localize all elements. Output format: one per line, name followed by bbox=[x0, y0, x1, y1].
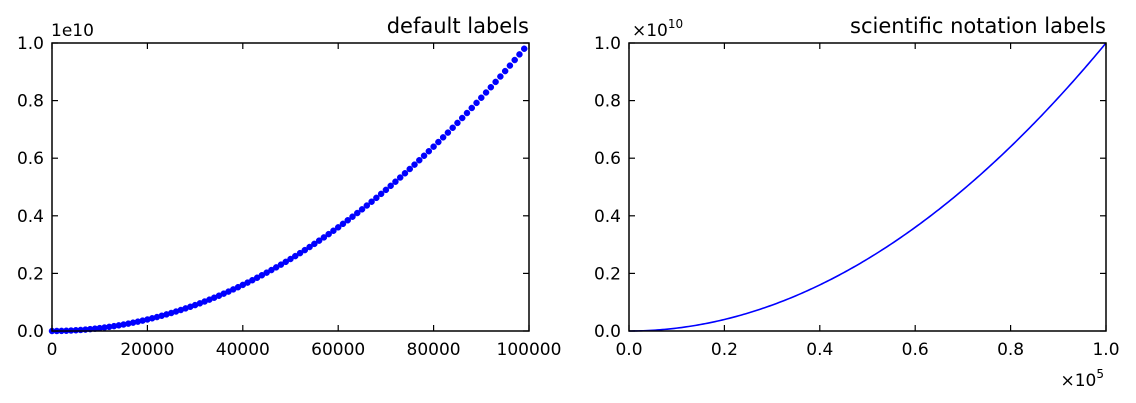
data-point bbox=[458, 114, 466, 122]
data-point bbox=[463, 109, 471, 117]
data-point bbox=[320, 234, 328, 241]
x-tick-label: 80000 bbox=[407, 340, 461, 360]
left-ticks: 0 20000 40000 60000 80000 100000 0.0 0.2 0.4 0.6 0… bbox=[17, 34, 562, 360]
y-tick-label: 1.0 bbox=[594, 34, 621, 54]
data-point bbox=[368, 198, 375, 205]
y-tick-label: 1.0 bbox=[17, 34, 44, 54]
chart-scientific-labels: scientific notation labels ×1010 ×105 0.… bbox=[594, 14, 1120, 391]
data-point bbox=[315, 237, 323, 244]
y-tick-label: 0.6 bbox=[594, 149, 621, 169]
data-point bbox=[473, 99, 480, 107]
y-tick-label: 0.6 bbox=[17, 149, 44, 169]
y-tick-label: 0.8 bbox=[17, 92, 44, 112]
data-point bbox=[520, 45, 528, 52]
data-point bbox=[501, 67, 509, 75]
data-point bbox=[482, 89, 490, 96]
x-offset-base: ×10 bbox=[1060, 371, 1096, 391]
data-point bbox=[392, 178, 399, 185]
data-point bbox=[506, 62, 514, 69]
data-point bbox=[330, 227, 337, 234]
data-point bbox=[516, 51, 523, 58]
data-point bbox=[430, 143, 437, 150]
data-point bbox=[401, 170, 409, 177]
data-point bbox=[363, 202, 371, 209]
x-offset-exponent: 5 bbox=[1096, 367, 1104, 381]
data-point bbox=[301, 246, 309, 254]
x-offset-label: ×105 bbox=[1060, 367, 1104, 391]
data-point bbox=[468, 104, 476, 112]
y-tick-label: 0.2 bbox=[17, 264, 44, 284]
data-point bbox=[358, 206, 366, 213]
x-tick-label: 1.0 bbox=[1092, 340, 1119, 360]
x-tick-label: 20000 bbox=[120, 340, 174, 360]
x-tick-label: 0.2 bbox=[711, 340, 738, 360]
data-point bbox=[406, 165, 413, 173]
y-tick-label: 0.0 bbox=[594, 322, 621, 342]
data-point bbox=[339, 220, 347, 228]
data-point bbox=[287, 255, 294, 263]
data-point bbox=[435, 138, 442, 146]
data-point bbox=[396, 174, 404, 181]
y-offset-base: ×10 bbox=[632, 21, 668, 41]
chart-title: scientific notation labels bbox=[850, 14, 1106, 38]
data-point bbox=[382, 186, 390, 194]
x-tick-label: 0 bbox=[47, 340, 58, 360]
data-point bbox=[387, 182, 394, 190]
y-offset-label: 1e10 bbox=[51, 21, 94, 41]
right-ticks: 0.0 0.2 0.4 0.6 0.8 1.0 0.0 0.2 0.4 0.6 0.8 1.0 bbox=[594, 34, 1120, 360]
data-point bbox=[373, 194, 380, 202]
x-tick-label: 40000 bbox=[216, 340, 270, 360]
data-point bbox=[425, 148, 433, 155]
x-tick-label: 0.4 bbox=[806, 340, 833, 360]
data-point bbox=[325, 230, 332, 238]
data-point bbox=[444, 129, 452, 136]
data-point bbox=[292, 252, 299, 260]
data-point bbox=[272, 264, 280, 271]
data-point bbox=[296, 249, 304, 257]
data-point bbox=[334, 224, 342, 231]
right-marks bbox=[628, 42, 1107, 332]
data-point bbox=[344, 217, 351, 224]
chart-default-labels: default labels 1e10 0 20000 40000 60000 8000… bbox=[17, 14, 562, 360]
data-point bbox=[439, 134, 447, 141]
plot-frame bbox=[51, 42, 530, 332]
data-point bbox=[282, 258, 289, 266]
data-point bbox=[492, 78, 499, 86]
series-line bbox=[628, 42, 1107, 332]
data-point bbox=[311, 240, 318, 248]
data-point bbox=[306, 243, 313, 251]
data-point bbox=[354, 209, 361, 217]
y-tick-label: 0.4 bbox=[17, 207, 44, 227]
data-point bbox=[497, 73, 504, 80]
y-tick-label: 0.2 bbox=[594, 264, 621, 284]
data-point bbox=[349, 213, 356, 220]
y-offset-exponent: 10 bbox=[668, 17, 683, 31]
data-point bbox=[377, 190, 385, 198]
data-point bbox=[277, 261, 285, 268]
y-tick-label: 0.4 bbox=[594, 207, 621, 227]
x-tick-label: 100000 bbox=[497, 340, 562, 360]
data-point bbox=[487, 83, 495, 91]
plot-frame bbox=[628, 42, 1107, 332]
y-offset-label: ×1010 bbox=[632, 17, 683, 41]
x-tick-label: 0.8 bbox=[997, 340, 1024, 360]
x-tick-label: 0.0 bbox=[615, 340, 642, 360]
chart-title: default labels bbox=[387, 14, 529, 38]
data-point bbox=[511, 56, 518, 64]
data-point bbox=[449, 124, 456, 132]
x-tick-label: 60000 bbox=[311, 340, 365, 360]
data-point bbox=[478, 94, 485, 101]
y-tick-label: 0.8 bbox=[594, 92, 621, 112]
data-point bbox=[454, 119, 461, 127]
x-tick-label: 0.6 bbox=[902, 340, 929, 360]
y-tick-label: 0.0 bbox=[17, 322, 44, 342]
data-point bbox=[416, 156, 423, 164]
data-point bbox=[420, 152, 428, 160]
data-point bbox=[411, 161, 418, 168]
